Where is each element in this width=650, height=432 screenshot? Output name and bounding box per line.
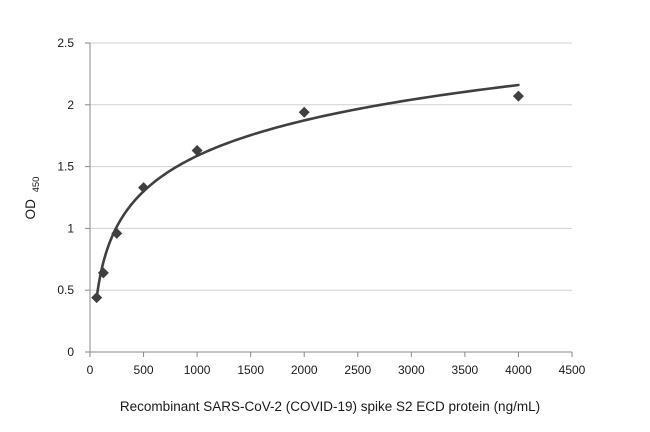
gridlines [90, 42, 572, 291]
x-axis-title: Recombinant SARS-CoV-2 (COVID-19) spike … [120, 399, 540, 414]
y-tick-label: 2 [67, 98, 74, 112]
x-tick-label: 1500 [237, 363, 264, 377]
tick-labels: 0 0.5 1 1.5 2 2.5 0 500 1000 1500 2000 2500 3000 3500… [57, 36, 585, 377]
x-tick-label: 4500 [559, 363, 586, 377]
y-axis-title-subscript: 450 [31, 177, 42, 193]
y-tick-label: 0 [67, 345, 74, 359]
x-tick-label: 3500 [452, 363, 479, 377]
y-tick-label: 1.5 [57, 160, 74, 174]
y-tick-label: 1 [67, 221, 74, 235]
x-tick-label: 3000 [398, 363, 425, 377]
fit-curve-layer [95, 83, 520, 299]
x-tick-label: 0 [87, 363, 94, 377]
data-point-marker [91, 292, 103, 304]
x-tick-label: 1000 [184, 363, 211, 377]
axes [85, 42, 573, 357]
y-tick-label: 2.5 [57, 36, 74, 50]
data-point-marker [298, 106, 310, 118]
data-point-marker [512, 90, 524, 102]
y-tick-label: 0.5 [57, 283, 74, 297]
data-point-marker [191, 145, 203, 157]
y-axis-title-main: OD [23, 199, 38, 220]
data-point-marker [97, 267, 109, 279]
x-tick-label: 4000 [505, 363, 532, 377]
x-tick-label: 2500 [344, 363, 371, 377]
x-tick-label: 2000 [291, 363, 318, 377]
y-axis-title: OD 450 [23, 177, 42, 220]
data-point-marker [138, 182, 150, 194]
logarithmic-fit-curve [95, 83, 520, 299]
x-tick-label: 500 [134, 363, 154, 377]
data-markers [91, 90, 524, 304]
data-point-marker [111, 227, 123, 239]
